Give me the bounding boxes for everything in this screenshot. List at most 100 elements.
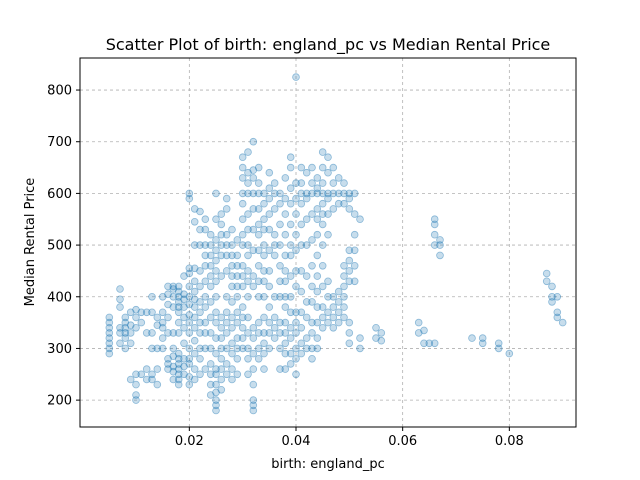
data-point [206, 261, 215, 270]
data-point [217, 385, 226, 394]
data-point [297, 220, 306, 229]
data-point [201, 225, 210, 234]
data-point [212, 365, 220, 373]
data-point [238, 323, 247, 332]
data-point [126, 321, 135, 330]
data-point [292, 179, 300, 187]
data-point [334, 298, 343, 306]
data-point [286, 163, 295, 172]
data-point [233, 370, 242, 379]
data-point [276, 277, 284, 286]
data-point [345, 318, 354, 327]
data-point [164, 365, 172, 373]
data-point [228, 251, 236, 260]
data-point [142, 375, 151, 384]
data-point [260, 329, 268, 337]
data-point [105, 344, 114, 353]
data-point [324, 194, 332, 203]
data-point [281, 277, 290, 286]
data-point [249, 396, 258, 404]
data-point [148, 329, 156, 337]
data-point [222, 329, 231, 337]
data-point [308, 354, 316, 363]
data-point [254, 220, 263, 229]
data-point [121, 334, 130, 342]
data-point [260, 199, 268, 208]
data-point [281, 210, 290, 218]
data-point [233, 272, 242, 280]
data-point [196, 329, 204, 337]
data-point [286, 199, 295, 208]
data-point [174, 354, 183, 363]
data-point [313, 184, 322, 193]
data-point [260, 225, 268, 234]
data-point [238, 282, 247, 291]
data-point [142, 308, 151, 317]
data-point [212, 370, 220, 379]
y-tick-label: 300 [47, 342, 72, 357]
data-point [228, 323, 236, 332]
data-point [553, 308, 562, 317]
data-point [254, 163, 263, 172]
data-point [265, 282, 274, 291]
data-point [329, 292, 338, 301]
data-point [148, 370, 156, 379]
data-point [148, 308, 156, 317]
data-point [276, 318, 284, 327]
data-point [249, 189, 258, 198]
data-point [238, 303, 247, 311]
data-point [121, 323, 130, 332]
data-point [436, 241, 444, 249]
data-point [372, 334, 380, 342]
data-point [345, 246, 354, 255]
data-point [292, 344, 300, 353]
data-point [270, 323, 279, 332]
data-point [318, 210, 327, 218]
data-point [180, 362, 188, 371]
data-point [318, 323, 327, 332]
data-point [196, 308, 204, 317]
data-point [238, 174, 247, 182]
data-point [244, 329, 252, 337]
data-point [249, 365, 258, 373]
data-point [430, 230, 439, 239]
data-point [190, 205, 199, 213]
data-point [244, 354, 252, 363]
data-point [228, 313, 236, 322]
data-point [233, 334, 242, 342]
x-tick-label: 0.08 [495, 434, 524, 449]
data-point [318, 163, 327, 172]
data-point [190, 375, 199, 384]
data-point [249, 246, 258, 255]
data-point [292, 308, 300, 317]
data-point [548, 292, 556, 301]
data-point [180, 339, 188, 348]
data-point [217, 354, 226, 363]
data-point [206, 360, 215, 368]
data-point [238, 153, 247, 162]
data-point [238, 344, 247, 353]
data-point [249, 401, 258, 410]
data-point [308, 298, 316, 306]
data-point [164, 290, 172, 299]
data-point [302, 168, 311, 177]
data-point [270, 205, 279, 213]
data-point [260, 313, 268, 322]
data-point [318, 199, 327, 208]
data-point [478, 334, 487, 342]
data-point [340, 261, 348, 270]
data-point [324, 318, 332, 327]
data-point [222, 318, 231, 327]
data-point [425, 339, 434, 348]
data-point [318, 313, 327, 322]
data-point [233, 318, 242, 327]
data-point [196, 225, 204, 234]
data-point [217, 272, 226, 280]
data-point [548, 282, 556, 291]
data-point [494, 339, 503, 348]
data-point [222, 292, 231, 301]
data-point [228, 225, 236, 234]
data-point [217, 241, 226, 249]
data-point [185, 269, 194, 278]
data-point [286, 220, 295, 229]
